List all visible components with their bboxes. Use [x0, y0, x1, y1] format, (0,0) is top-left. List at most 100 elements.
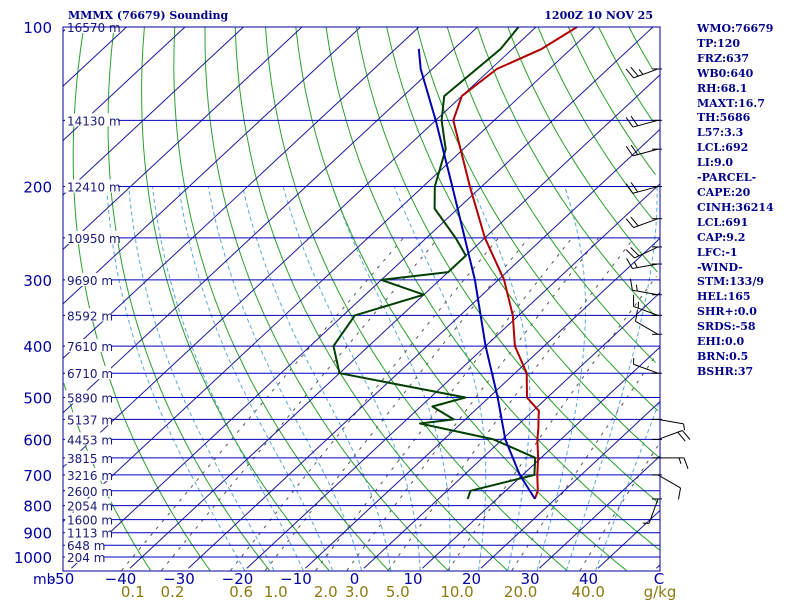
wind-barb-feather — [630, 144, 639, 155]
parcel-line — [417, 48, 536, 500]
mixing-ratio-label: 20.0 — [504, 583, 537, 600]
dry-adiabat-line — [537, 26, 653, 220]
wind-barb-feather — [625, 249, 635, 259]
temperature-unit-label: C — [654, 570, 664, 588]
mixing-ratio-label: 3.0 — [345, 583, 369, 600]
wind-barb-feather — [625, 218, 634, 228]
wind-barb-staff — [632, 119, 659, 128]
height-level-label: 8592 m — [67, 309, 113, 323]
height-label-background — [65, 339, 111, 353]
wind-barb-staff — [633, 363, 659, 374]
height-level-label: 2600 m — [67, 485, 113, 499]
height-label-background — [65, 179, 118, 193]
plot-frame — [62, 26, 661, 572]
sounding-index: -PARCEL- — [697, 171, 757, 185]
height-level-label: 2054 m — [67, 500, 113, 514]
mixing-ratio-label: 1.0 — [264, 583, 288, 600]
isotherms — [62, 26, 661, 569]
wind-barb-feather — [630, 115, 639, 127]
temperature-tick-label: 40 — [579, 570, 598, 588]
pressure-tick-label: 900 — [23, 525, 52, 543]
wind-barb-feather — [625, 183, 634, 194]
mixing-ratio-label: 2.0 — [314, 583, 338, 600]
height-label-background — [65, 432, 111, 446]
wind-barb-feather — [677, 487, 682, 500]
pressure-tick-label: 500 — [23, 389, 52, 407]
isotherm-line — [62, 26, 303, 250]
height-label-background — [65, 498, 111, 512]
height-label-background — [65, 230, 118, 244]
moist-adiabat-line — [128, 186, 275, 571]
dry-adiabat-line — [477, 26, 655, 316]
wind-barb-staff — [635, 320, 659, 335]
mixing-ratio-line — [579, 442, 660, 571]
sounding-index: -WIND- — [697, 260, 743, 274]
mixing-ratio-line — [511, 354, 658, 571]
mixing-ratio-line — [121, 237, 404, 571]
mixing-ratio-lines — [121, 237, 660, 571]
mixing-ratio-label: 40.0 — [572, 583, 605, 600]
wind-barb-half-feather — [683, 423, 686, 431]
dry-adiabat-line — [567, 26, 656, 175]
moist-adiabat-line — [565, 186, 658, 571]
wind-barb-feather — [625, 145, 634, 157]
isotherm-line — [62, 26, 478, 414]
wind-barb-feather — [626, 258, 633, 269]
sounding-index: LI:9.0 — [697, 156, 734, 170]
temperature-tick-label: -50 — [50, 570, 75, 588]
mixing-ratio-label: 0.2 — [161, 583, 185, 600]
pressure-tick-label: 1000 — [14, 549, 52, 567]
wind-barb — [626, 258, 662, 270]
mixing-ratio-line — [230, 237, 499, 571]
temperature-line — [452, 26, 578, 500]
mixing-ratio-label: 0.1 — [121, 583, 145, 600]
sounding-index: WMO:76679 — [697, 22, 774, 35]
pressure-tick-label: 200 — [23, 179, 52, 197]
sounding-index: TP:120 — [697, 36, 741, 50]
wind-barb-feather — [630, 182, 639, 193]
pressure-tick-label: 100 — [23, 19, 52, 37]
sounding-index: LCL:691 — [697, 215, 749, 229]
height-level-label: 204 m — [67, 551, 105, 565]
isotherm-line — [62, 26, 361, 305]
sounding-index: LCL:692 — [697, 141, 749, 155]
wind-barbs — [625, 66, 691, 524]
pressure-tick-label: 400 — [23, 338, 52, 356]
wind-barb-feather — [682, 430, 691, 440]
mixing-ratio-label: 0.6 — [229, 583, 253, 600]
wind-barb — [652, 430, 691, 442]
dry-adiabat-line — [598, 26, 653, 121]
moist-adiabat-line — [471, 186, 531, 571]
mixing-ratio-label: 5.0 — [386, 583, 410, 600]
sounding-series — [332, 26, 578, 500]
dry-adiabat-line — [507, 26, 658, 273]
sounding-index: STM:133/9 — [697, 275, 764, 289]
height-level-label: 5137 m — [67, 413, 113, 427]
wind-barb-staff — [657, 430, 683, 440]
moist-adiabat-line — [595, 401, 660, 571]
wind-barb-staff — [632, 186, 659, 194]
moist-adiabat-line — [207, 186, 363, 571]
sounding-index: SHR+:0.0 — [697, 305, 757, 319]
temperature-tick-label: −40 — [105, 570, 137, 588]
dry-adiabat-line — [628, 26, 653, 70]
temperature-tick-label: −10 — [280, 570, 312, 588]
isotherm-line — [656, 564, 661, 569]
isotherm-line — [246, 183, 661, 569]
moist-adiabat-line — [282, 186, 421, 571]
dry-adiabat-line — [355, 26, 659, 504]
wind-barb-feather — [625, 117, 634, 128]
isotherm-line — [62, 26, 420, 359]
isobars — [63, 26, 660, 558]
isotherm-line — [62, 26, 537, 468]
wind-barb-half-feather — [635, 284, 638, 292]
mixing-ratio-unit: g/kg — [644, 583, 677, 600]
isotherm-line — [129, 74, 661, 569]
wind-barb-feather — [630, 216, 639, 227]
sounding-index: TH:5686 — [697, 111, 751, 125]
height-level-label: 1600 m — [67, 514, 113, 528]
temperature-tick-label: −30 — [163, 570, 195, 588]
isotherm-line — [71, 26, 654, 569]
